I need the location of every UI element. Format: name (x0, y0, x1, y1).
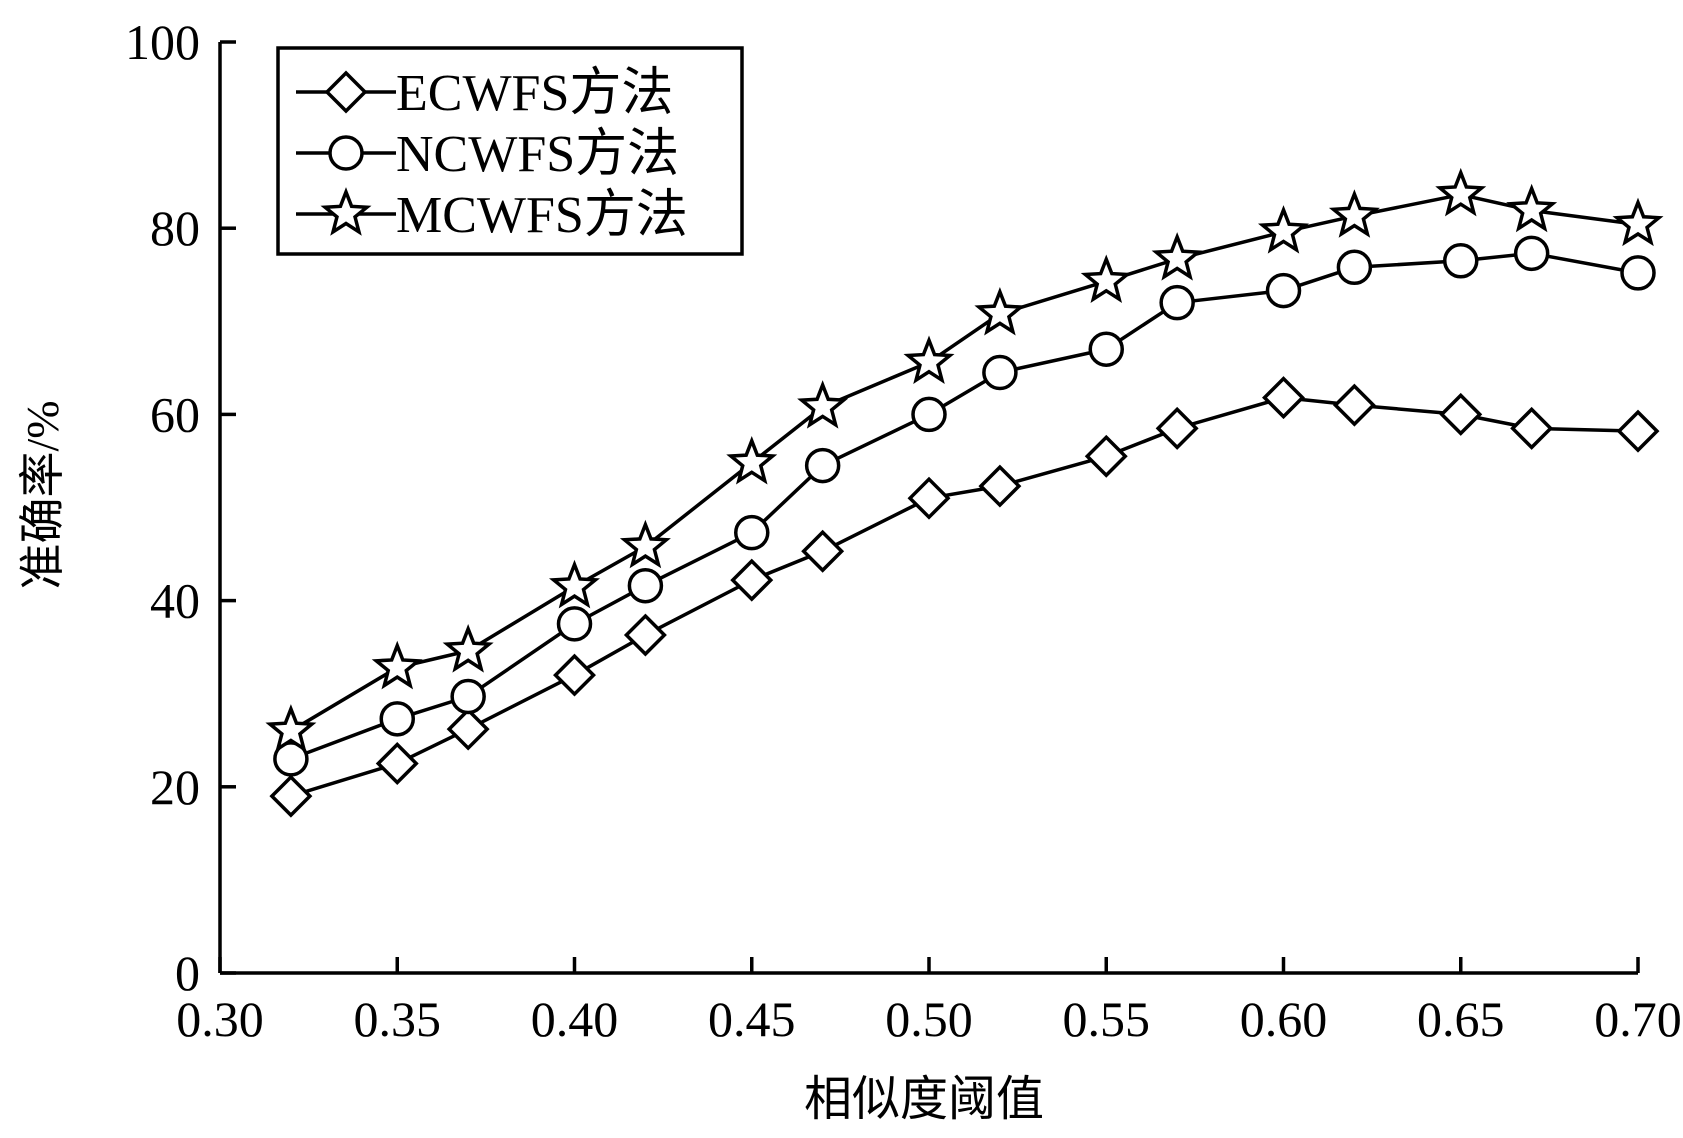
x-tick-label: 0.30 (176, 991, 264, 1047)
data-point (273, 741, 309, 777)
x-axis-title: 相似度阈值 (804, 1073, 1044, 1126)
series-line (290, 192, 1639, 733)
data-point (619, 519, 671, 569)
y-tick-label: 40 (150, 573, 200, 629)
data-point (1506, 183, 1558, 233)
legend-marker (320, 187, 372, 236)
y-tick-label: 20 (150, 759, 200, 815)
data-point (265, 704, 317, 753)
data-point (982, 354, 1018, 391)
data-point (1612, 197, 1664, 247)
series-star (265, 167, 1664, 753)
legend-label: NCWFS方法 (396, 126, 679, 183)
data-point (804, 447, 841, 484)
x-tick-label: 0.45 (708, 991, 796, 1047)
data-point (903, 335, 955, 384)
data-point (1088, 331, 1124, 367)
data-point (1443, 243, 1479, 279)
series-diamond (269, 376, 1660, 818)
data-point (1258, 205, 1309, 254)
x-tick-label: 0.65 (1417, 991, 1505, 1047)
data-point (553, 653, 596, 697)
data-point (375, 742, 419, 785)
data-point (1510, 406, 1554, 450)
data-point (801, 529, 845, 573)
data-point (1159, 284, 1195, 321)
x-tick-label: 0.60 (1240, 991, 1328, 1047)
data-point (549, 559, 600, 609)
data-point (623, 613, 667, 657)
data-point (911, 396, 947, 433)
data-point (907, 476, 951, 520)
data-point (442, 624, 494, 673)
legend-marker (328, 135, 364, 171)
x-tick-label: 0.35 (354, 991, 442, 1047)
data-point (1328, 189, 1380, 238)
x-tick-label: 0.40 (531, 991, 619, 1047)
data-point (1435, 167, 1487, 217)
data-point (371, 640, 423, 690)
data-point (1513, 235, 1550, 272)
y-tick-label: 100 (125, 14, 200, 70)
axes: 0 20 40 60 80 100 0.30 0.35 0.40 0.45 0.50 0.55 0.60… (125, 14, 1682, 1047)
data-point (1616, 409, 1660, 453)
data-point (446, 707, 490, 751)
data-point (627, 567, 664, 604)
y-tick-label: 60 (150, 386, 200, 442)
data-point (1084, 434, 1128, 478)
data-point (1080, 254, 1132, 303)
series-circle (273, 235, 1656, 777)
data-point (1439, 392, 1483, 436)
y-tick-label: 80 (150, 200, 200, 256)
series-line (290, 251, 1639, 761)
data-point (450, 678, 486, 715)
data-point (1332, 383, 1376, 427)
data-point (797, 380, 849, 429)
series-layer (265, 167, 1664, 818)
data-point (1151, 232, 1203, 281)
legend-label: MCWFS方法 (396, 187, 688, 244)
y-tick-label: 0 (175, 945, 200, 1001)
data-point (730, 558, 774, 602)
data-point (269, 774, 313, 818)
data-point (1265, 272, 1302, 309)
data-point (379, 701, 415, 737)
x-tick-label: 0.70 (1594, 991, 1682, 1047)
x-tick-label: 0.55 (1063, 991, 1151, 1047)
data-point (1620, 255, 1656, 291)
x-tick-label: 0.50 (885, 991, 973, 1047)
data-point (726, 435, 778, 485)
data-point (1155, 406, 1199, 450)
data-point (734, 514, 770, 551)
series-line (290, 395, 1639, 798)
y-axis-title: 准确率/% (17, 400, 68, 589)
data-point (1262, 376, 1305, 420)
data-point (974, 287, 1026, 336)
data-point (556, 606, 593, 642)
legend-label: ECWFS方法 (396, 65, 673, 122)
data-point (1336, 249, 1373, 286)
data-point (978, 464, 1022, 508)
legend-marker (324, 70, 368, 114)
